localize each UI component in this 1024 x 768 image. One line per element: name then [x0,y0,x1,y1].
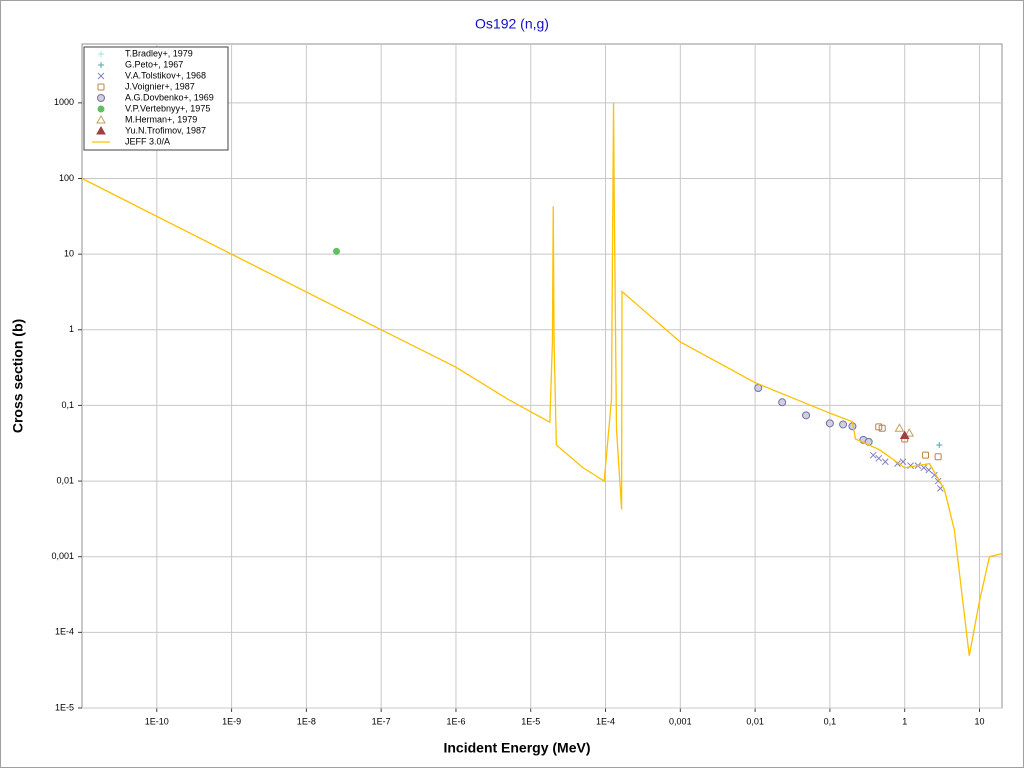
legend-box [83,46,229,151]
plot-area [81,43,1003,709]
x-tick-label: 1E-7 [372,716,391,726]
x-tick-label: 1E-5 [521,716,540,726]
legend-label: G.Peto+, 1967 [125,59,183,69]
x-tick-label: 1E-4 [596,716,615,726]
legend-marker [98,51,104,57]
legend-marker [96,114,106,124]
y-tick-label: 0,001 [51,551,74,561]
data-point [869,451,877,459]
data-point [934,453,942,461]
data-point [778,398,787,407]
y-tick-label: 1E-5 [55,702,74,712]
y-tick-label: 10 [64,249,74,259]
y-tick-label: 1000 [54,97,74,107]
legend-marker [97,94,105,102]
legend-label: Yu.N.Trofimov, 1987 [125,125,206,135]
x-axis-label: Incident Energy (MeV) [443,740,590,756]
data-point [904,428,915,437]
data-point [881,458,889,466]
x-tick-label: 1E-6 [446,716,465,726]
legend-label: M.Herman+, 1979 [125,114,197,124]
legend-marker [98,62,104,68]
x-tick-label: 0,01 [746,716,764,726]
y-tick-label: 1 [69,324,74,334]
data-point [931,471,938,479]
x-tick-label: 0,001 [669,716,692,726]
plot-marks [82,102,1002,656]
legend-label: V.P.Vertebnyy+, 1975 [125,103,210,113]
legend-label: JEFF 3.0/A [125,136,170,146]
data-point [875,454,883,462]
y-tick-label: 1E-4 [55,627,74,637]
legend-label: J.Voignier+, 1987 [125,81,195,91]
data-point [839,420,848,429]
legend-marker [97,105,105,113]
data-point [899,458,907,466]
x-tick-label: 1 [902,716,907,726]
x-tick-label: 0,1 [824,716,837,726]
y-tick-label: 100 [59,173,74,183]
legend-label: T.Bradley+, 1979 [125,48,193,58]
data-point [920,464,928,472]
legend-marker [97,83,105,91]
data-point [333,247,341,255]
data-point [925,466,933,474]
data-point [802,411,811,420]
data-point [878,424,886,432]
y-axis-label: Cross section (b) [10,319,26,433]
legend-marker [96,125,106,135]
x-tick-label: 10 [974,716,984,726]
x-tick-label: 1E-10 [145,716,169,726]
series-line [82,102,1002,656]
legend-label: A.G.Dovbenko+, 1969 [125,92,214,102]
y-tick-label: 0,01 [56,475,74,485]
legend-marker [97,72,105,80]
y-tick-label: 0,1 [61,400,74,410]
data-point [936,441,943,448]
legend-label: V.A.Tolstikov+, 1968 [125,70,206,80]
data-point [825,419,834,428]
data-point [894,423,905,432]
data-point [899,430,910,440]
chart-title: Os192 (n,g) [475,16,549,32]
x-tick-label: 1E-9 [222,716,241,726]
data-point [922,451,930,459]
x-tick-label: 1E-8 [297,716,316,726]
